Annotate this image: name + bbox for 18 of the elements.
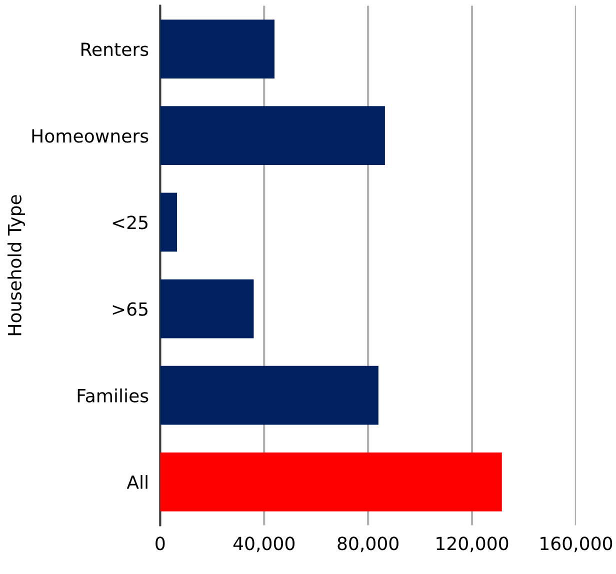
y-tick-label: >65	[112, 302, 148, 316]
y-axis-title: Household Type	[8, 195, 25, 336]
bar	[160, 192, 178, 252]
bar	[160, 106, 385, 166]
y-tick-label: <25	[112, 216, 148, 230]
x-tick-label: 120,000	[436, 536, 508, 552]
y-tick-label: All	[126, 475, 148, 489]
bar	[160, 279, 254, 338]
bar	[160, 452, 502, 512]
x-tick-label: 160,000	[540, 536, 612, 552]
x-tick-label: 0	[156, 536, 165, 550]
bar	[160, 20, 275, 78]
y-tick-label: Homeowners	[32, 129, 148, 143]
x-tick-label: 40,000	[233, 536, 294, 552]
bar	[160, 366, 378, 425]
y-tick-label: Families	[78, 388, 148, 402]
x-tick-label: 80,000	[338, 536, 398, 552]
y-tick-label: Renters	[82, 42, 148, 56]
